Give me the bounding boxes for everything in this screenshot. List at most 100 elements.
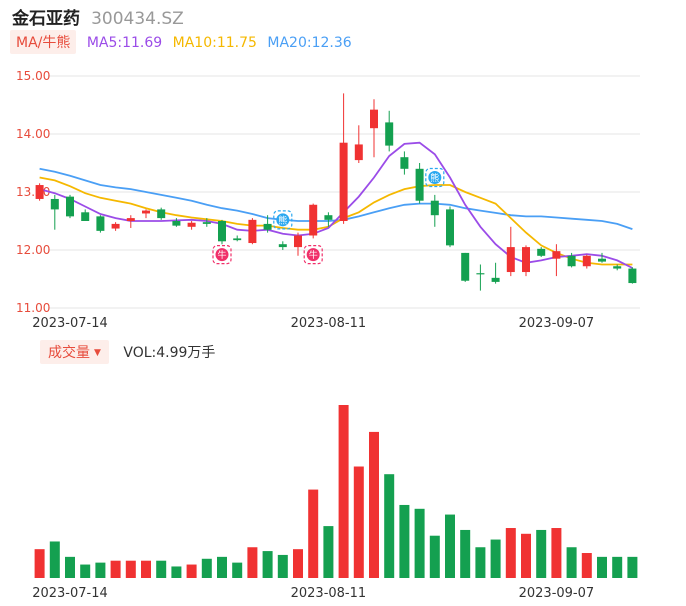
volume-bar[interactable] <box>536 529 547 578</box>
candle-body[interactable] <box>50 198 59 210</box>
volume-bar[interactable] <box>171 566 182 578</box>
volume-bar[interactable] <box>414 508 425 578</box>
candle-body[interactable] <box>476 273 485 275</box>
volume-legend: 成交量 ▼ VOL:4.99万手 <box>40 340 215 364</box>
volume-bar[interactable] <box>80 564 91 578</box>
volume-bar[interactable] <box>323 526 334 578</box>
candle-body[interactable] <box>415 168 424 201</box>
volume-bar[interactable] <box>551 528 562 578</box>
sell-marker-label: 熊 <box>430 172 439 184</box>
candle-body[interactable] <box>66 196 74 217</box>
candle-body[interactable] <box>309 204 318 236</box>
candle-body[interactable] <box>491 277 500 282</box>
candle-body[interactable] <box>385 122 394 146</box>
candle-body[interactable] <box>294 235 302 248</box>
candle-body[interactable] <box>522 247 530 273</box>
volume-bar[interactable] <box>384 474 395 578</box>
candle-body[interactable] <box>400 157 409 169</box>
candle-body[interactable] <box>172 221 181 226</box>
sell-marker-label: 熊 <box>278 214 287 226</box>
candle-body[interactable] <box>202 222 211 224</box>
candle-body[interactable] <box>263 223 272 230</box>
volume-bar[interactable] <box>475 547 486 578</box>
volume-bar[interactable] <box>125 560 136 578</box>
candle-body[interactable] <box>218 221 226 242</box>
candle-body[interactable] <box>598 258 606 262</box>
candle-body[interactable] <box>354 144 363 161</box>
volume-bar[interactable] <box>338 405 349 578</box>
volume-bar[interactable] <box>353 466 364 578</box>
volume-bar[interactable] <box>201 558 212 578</box>
candle-body[interactable] <box>278 244 287 248</box>
ma10-legend: MA10:11.75 <box>172 35 257 51</box>
volume-indicator-dropdown[interactable]: 成交量 ▼ <box>40 340 109 364</box>
candle-body[interactable] <box>552 251 561 259</box>
candle-body[interactable] <box>537 248 546 256</box>
volume-bar[interactable] <box>460 529 471 578</box>
volume-bar[interactable] <box>581 553 592 578</box>
candle-body[interactable] <box>582 255 591 267</box>
candle-body[interactable] <box>111 223 120 229</box>
candle-body[interactable] <box>339 142 348 221</box>
candle-body[interactable] <box>567 255 576 267</box>
candle-body[interactable] <box>628 268 637 284</box>
volume-bar[interactable] <box>217 556 227 578</box>
volume-bar[interactable] <box>95 562 106 578</box>
volume-bar[interactable] <box>429 535 440 578</box>
candle-body[interactable] <box>126 218 135 221</box>
volume-bar[interactable] <box>627 556 638 578</box>
volume-bar[interactable] <box>369 431 379 578</box>
volume-bar[interactable] <box>232 562 243 578</box>
bull-signal-icon[interactable] <box>306 248 320 262</box>
candle-body[interactable] <box>35 185 44 199</box>
volume-bar[interactable] <box>521 533 531 578</box>
volume-bar[interactable] <box>445 514 455 578</box>
x-tick-label: 2023-08-11 <box>291 586 367 601</box>
y-tick-label: 12.00 <box>16 243 50 257</box>
volume-bar[interactable] <box>262 551 273 578</box>
candle-body[interactable] <box>157 209 166 219</box>
candle-body[interactable] <box>81 212 90 221</box>
candle-body[interactable] <box>187 222 196 227</box>
volume-bar[interactable] <box>293 549 303 578</box>
candle-body[interactable] <box>370 109 378 129</box>
candle-body[interactable] <box>613 266 622 269</box>
candle-body[interactable] <box>248 219 257 244</box>
volume-bar[interactable] <box>490 539 501 578</box>
candle-body[interactable] <box>142 210 150 214</box>
volume-bar[interactable] <box>110 560 121 578</box>
volume-bar[interactable] <box>399 504 410 578</box>
volume-bar[interactable] <box>308 489 319 578</box>
volume-bar[interactable] <box>597 556 607 578</box>
candle-body[interactable] <box>324 215 333 220</box>
candle-body[interactable] <box>233 238 242 241</box>
volume-bar[interactable] <box>34 549 45 578</box>
candle-body[interactable] <box>430 200 439 216</box>
volume-bar[interactable] <box>156 560 167 578</box>
volume-bar[interactable] <box>65 556 75 578</box>
volume-bar[interactable] <box>277 554 288 578</box>
volume-indicator-label: 成交量 <box>48 345 90 361</box>
ma-legend: MA/牛熊 MA5:11.69 MA10:11.75 MA20:12.36 <box>10 30 352 54</box>
candle-body[interactable] <box>96 216 105 231</box>
volume-bar[interactable] <box>49 541 60 578</box>
volume-bar[interactable] <box>505 528 516 578</box>
bear-signal-icon[interactable] <box>276 213 290 227</box>
volume-bar[interactable] <box>247 547 258 578</box>
volume-bar[interactable] <box>612 556 623 578</box>
ma20-legend: MA20:12.36 <box>267 35 352 51</box>
candle-body[interactable] <box>506 247 515 273</box>
candle-body[interactable] <box>461 252 470 281</box>
stock-header: 金石亚药 300434.SZ <box>12 4 184 29</box>
bull-signal-icon[interactable] <box>215 248 229 262</box>
volume-bar[interactable] <box>566 547 577 578</box>
buy-marker-frame <box>212 245 232 265</box>
y-tick-label: 13.00 <box>16 185 50 199</box>
candle-body[interactable] <box>446 209 454 246</box>
bear-signal-icon[interactable] <box>428 171 442 184</box>
volume-bar[interactable] <box>186 564 197 578</box>
volume-bar[interactable] <box>141 560 151 578</box>
stock-code: 300434.SZ <box>91 9 184 29</box>
ma-indicator-tag[interactable]: MA/牛熊 <box>10 30 77 54</box>
